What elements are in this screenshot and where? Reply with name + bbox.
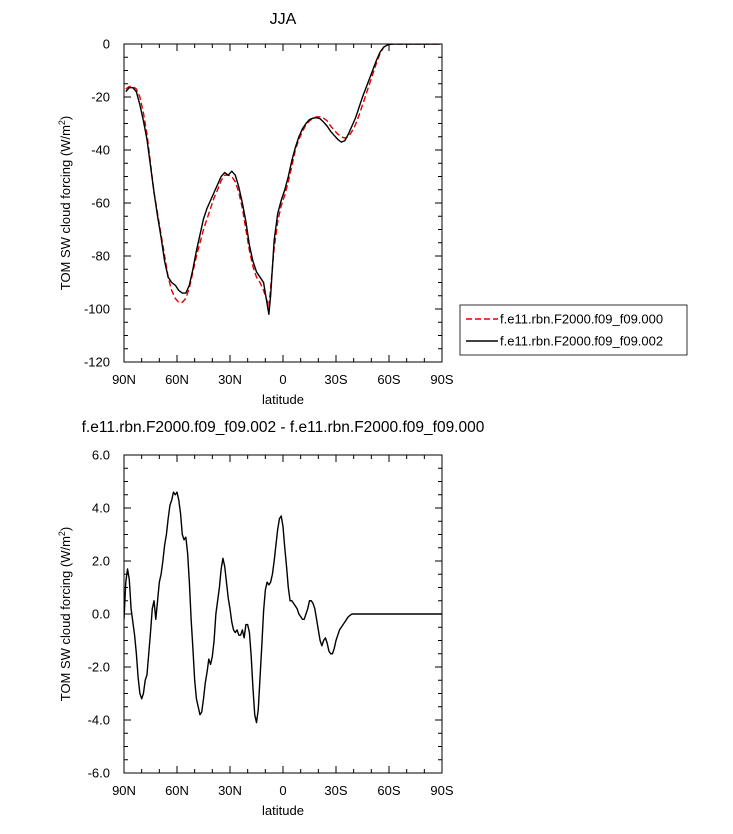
y-tick-label: 6.0 (92, 448, 110, 463)
series-line-1 (125, 44, 441, 315)
y-tick-label: 0 (103, 37, 110, 52)
y-axis-label-sup: 2 (57, 531, 67, 536)
y-axis-label-text: TOM SW cloud forcing (W/m (58, 536, 73, 701)
y-tick-label: 2.0 (92, 554, 110, 569)
y-tick-label: -6.0 (88, 766, 110, 781)
x-tick-label: 60N (165, 783, 189, 798)
x-tick-label: 90S (430, 783, 453, 798)
chart-title: JJA (270, 11, 297, 28)
y-tick-label: 0.0 (92, 607, 110, 622)
y-tick-label: -2.0 (88, 660, 110, 675)
x-axis-label: latitude (262, 803, 304, 818)
series-group (124, 491, 442, 724)
x-tick-label: 30S (324, 372, 347, 387)
y-tick-label: 4.0 (92, 501, 110, 516)
x-axis-label: latitude (262, 392, 304, 407)
chart-top: JJA 90N 60N 30N 0 30S 60S 90S 0 -20 -40 -60 -80 -100 -… (57, 11, 688, 407)
y-tick-label: -60 (91, 196, 110, 211)
x-tick-label: 30N (218, 783, 242, 798)
y-axis-label-sup: 2 (57, 120, 67, 125)
series-line-0 (125, 44, 441, 308)
y-axis-label: TOM SW cloud forcing (W/m2) (57, 116, 73, 291)
x-tick-label: 90N (112, 783, 136, 798)
x-tick-label: 30N (218, 372, 242, 387)
y-tick-label: -20 (91, 90, 110, 105)
y-tick-label: -4.0 (88, 713, 110, 728)
y-axis-label-text: TOM SW cloud forcing (W/m (58, 125, 73, 290)
x-tick-label: 0 (279, 372, 286, 387)
y-axis-label-end: ) (58, 527, 73, 531)
y-tick-label: -40 (91, 143, 110, 158)
x-tick-label: 90S (430, 372, 453, 387)
chart-bottom: f.e11.rbn.F2000.f09_f09.002 - f.e11.rbn.… (57, 419, 485, 818)
x-tick-label: 0 (279, 783, 286, 798)
x-tick-label: 90N (112, 372, 136, 387)
series-group (125, 44, 441, 315)
y-tick-label: -80 (91, 249, 110, 264)
chart-title: f.e11.rbn.F2000.f09_f09.002 - f.e11.rbn.… (82, 419, 485, 436)
series-line-0 (124, 491, 442, 724)
y-tick-label: -120 (84, 355, 110, 370)
legend-label-0: f.e11.rbn.F2000.f09_f09.000 (500, 312, 663, 327)
y-axis-label-end: ) (58, 116, 73, 120)
plot-frame (123, 43, 443, 363)
x-tick-label: 60S (377, 372, 400, 387)
legend-box (459, 304, 688, 356)
legend-label-1: f.e11.rbn.F2000.f09_f09.002 (500, 334, 663, 349)
y-tick-label: -100 (84, 302, 110, 317)
x-tick-label: 60S (377, 783, 400, 798)
legend: f.e11.rbn.F2000.f09_f09.000 f.e11.rbn.F20… (459, 304, 688, 356)
y-axis-label: TOM SW cloud forcing (W/m2) (57, 527, 73, 702)
x-tick-label: 60N (165, 372, 189, 387)
x-tick-label: 30S (324, 783, 347, 798)
